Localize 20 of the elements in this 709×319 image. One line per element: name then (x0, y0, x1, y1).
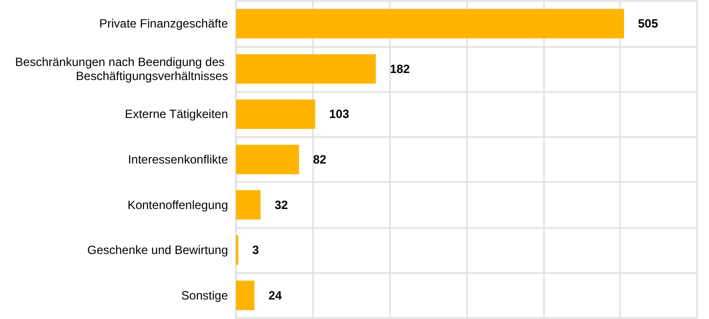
data-label: 505 (638, 16, 658, 31)
data-label: 3 (252, 243, 260, 258)
bar (236, 8, 624, 38)
y-tick-label: Geschenke und Bewirtung (87, 243, 228, 258)
data-label: 24 (268, 288, 282, 302)
data-label: 103 (329, 107, 350, 122)
y-tick-label: Interessenkonflikte (128, 152, 228, 166)
data-label: 32 (274, 198, 288, 212)
data-label: 82 (313, 152, 327, 166)
y-tick-label: Sonstige (181, 288, 228, 302)
bar (236, 280, 254, 310)
bar (236, 99, 316, 129)
bar (236, 54, 376, 84)
bar (236, 144, 300, 174)
y-tick-label: Kontenoffenlegung (127, 198, 228, 212)
y-tick-label: Beschränkungen nach Beendigung des Beschäftigungsverhältnisses (15, 54, 228, 83)
y-tick-label: Private Finanzgeschäfte (99, 16, 228, 31)
bar (236, 190, 261, 220)
y-tick-label: Externe Tätigkeiten (124, 107, 228, 122)
data-label: 182 (390, 62, 410, 76)
